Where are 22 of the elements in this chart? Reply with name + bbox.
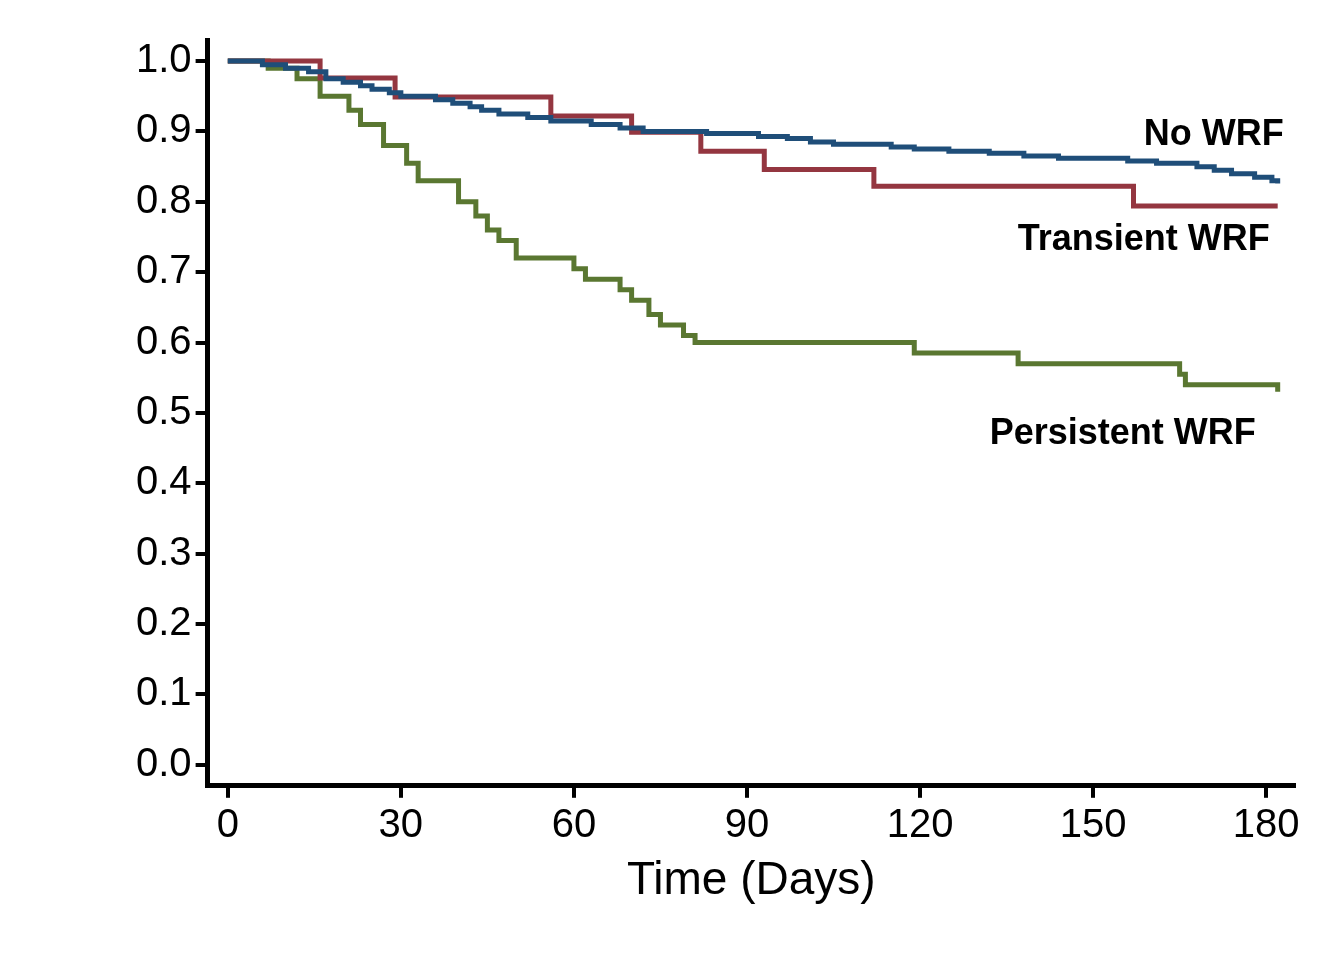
- x-tick-label: 60: [551, 800, 597, 845]
- x-tick-label: 0: [216, 800, 239, 845]
- y-tick-label: 0.7: [136, 247, 192, 292]
- y-tick-label: 0.3: [136, 528, 192, 573]
- x-tick-label: 180: [1232, 800, 1300, 845]
- y-tick-label: 0.1: [136, 669, 192, 714]
- y-tick-label: 0.2: [136, 599, 192, 644]
- y-tick-label: 0.0: [136, 739, 192, 784]
- x-tick-label: 30: [378, 800, 424, 845]
- series-label: Persistent WRF: [989, 410, 1256, 452]
- y-tick-label: 1.0: [136, 36, 192, 81]
- y-tick-label: 0.4: [136, 458, 192, 503]
- x-tick-label: 150: [1059, 800, 1127, 845]
- series-label: No WRF: [1143, 112, 1284, 154]
- y-tick-label: 0.9: [136, 106, 192, 151]
- x-axis-title: Time (Days): [626, 852, 876, 905]
- y-tick-label: 0.8: [136, 176, 192, 221]
- x-tick-label: 90: [724, 800, 770, 845]
- y-tick-label: 0.6: [136, 317, 192, 362]
- y-tick-label: 0.5: [136, 387, 192, 432]
- x-tick-label: 120: [886, 800, 954, 845]
- series-label: Transient WRF: [1017, 216, 1270, 258]
